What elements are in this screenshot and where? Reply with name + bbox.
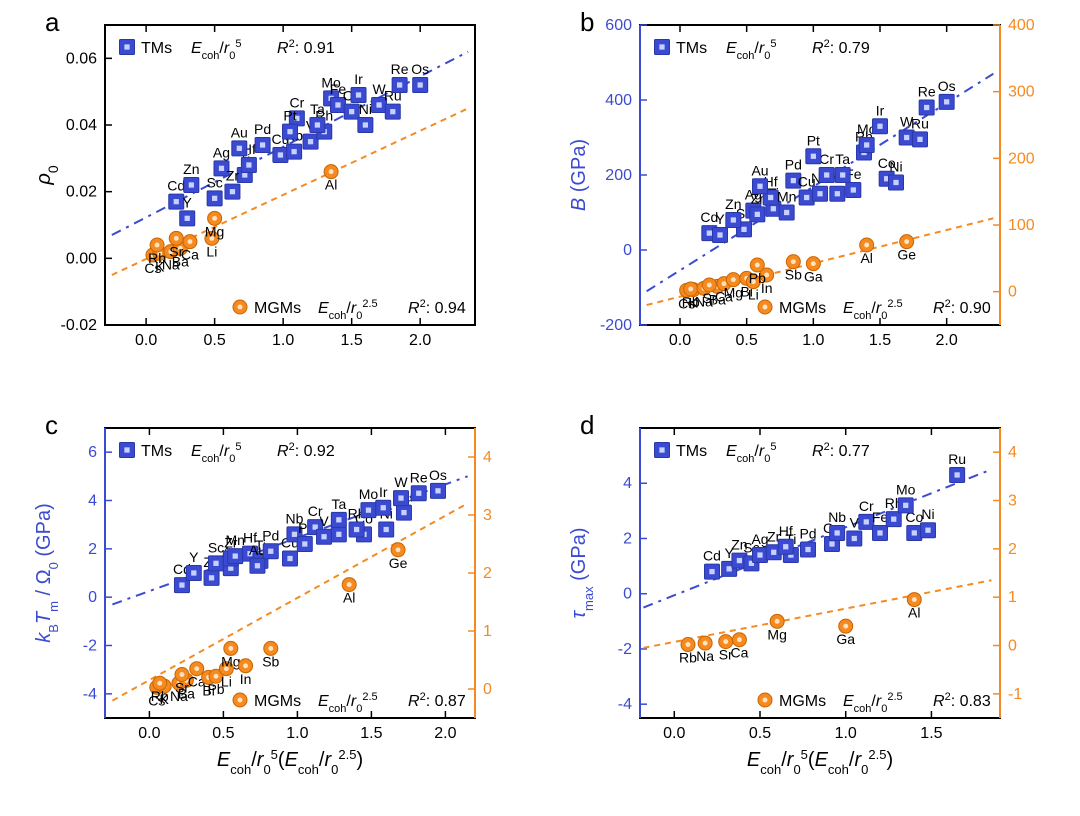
svg-text:R2: 0.77: R2: 0.77 [812,441,870,460]
svg-text:1.0: 1.0 [835,725,857,742]
svg-text:-1: -1 [1008,686,1022,703]
tm-points: CdYZnScAgZrTiHfPdCuNbVCrFeRhCoNiMoRu [703,451,966,579]
svg-text:Ag: Ag [751,531,768,547]
svg-text:Al: Al [908,605,920,621]
svg-text:1: 1 [1008,589,1017,606]
svg-text:3: 3 [1008,493,1017,510]
svg-text:-4: -4 [618,696,632,713]
svg-text:Nb: Nb [828,509,846,525]
svg-text:Cd: Cd [703,548,721,564]
svg-text:-2: -2 [618,641,632,658]
svg-text:Mo: Mo [896,481,916,497]
svg-text:1.5: 1.5 [920,725,942,742]
panel-svg-d: 0.00.51.01.5-4-2024-101234CdYZnScAgZrTiH… [0,0,1080,811]
figure: a0.00.51.01.52.0-0.020.000.020.040.06CdZ… [0,0,1080,811]
tm-legend: TMs Ecoh/r05 R2: 0.77 [655,441,870,465]
svg-text:MGMs: MGMs [779,693,826,710]
svg-text:V: V [850,514,860,530]
panel-d: d0.00.51.01.5-4-2024-101234CdYZnScAgZrTi… [0,0,1080,811]
svg-text:Hf: Hf [779,523,793,539]
svg-text:Ecoh/r05(Ecoh/r02.5): Ecoh/r05(Ecoh/r02.5) [747,747,893,777]
svg-text:Na: Na [696,648,714,664]
svg-text:0: 0 [1008,638,1017,655]
svg-text:Ga: Ga [836,631,855,647]
svg-text:Rb: Rb [679,650,697,666]
svg-text:TMs: TMs [676,443,707,460]
mgm-legend: MGMs Ecoh/r02.5 R2: 0.83 [758,691,991,715]
svg-text:Ru: Ru [948,451,966,467]
svg-text:0.5: 0.5 [749,725,771,742]
svg-text:Ecoh/r05: Ecoh/r05 [726,441,776,465]
svg-text:Ni: Ni [921,506,934,522]
svg-text:Ecoh/r02.5: Ecoh/r02.5 [843,691,903,715]
svg-text:τmax (GPa): τmax (GPa) [568,528,596,619]
svg-text:0.0: 0.0 [663,725,685,742]
svg-text:R2: 0.83: R2: 0.83 [933,691,991,710]
svg-text:Ca: Ca [730,645,748,661]
svg-text:4: 4 [623,475,632,492]
svg-text:0: 0 [623,586,632,603]
panel-label-d: d [580,410,594,441]
svg-text:4: 4 [1008,444,1017,461]
svg-text:2: 2 [623,530,632,547]
svg-text:Pd: Pd [799,526,816,542]
svg-text:Mg: Mg [767,626,786,642]
svg-text:2: 2 [1008,541,1017,558]
mgm-points: RbNaSrCaMgGaAl [679,593,921,666]
